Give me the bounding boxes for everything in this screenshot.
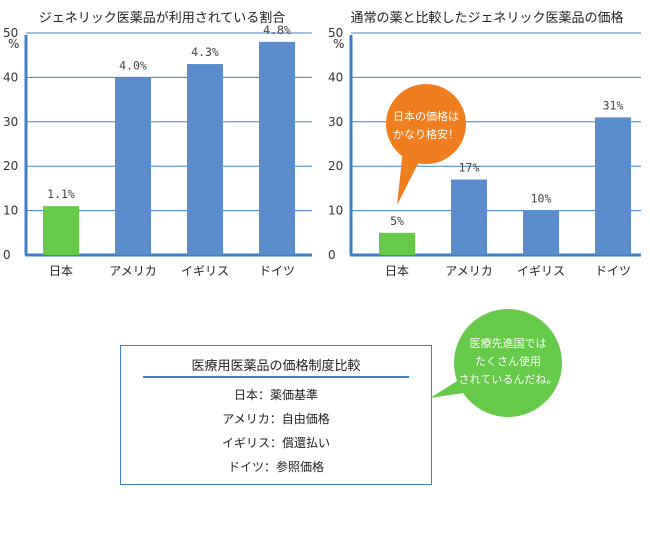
bar-value-label: 10%	[531, 192, 552, 206]
price-system-row-germany: ドイツ：参照価格	[227, 460, 324, 474]
x-category-label: ドイツ	[595, 264, 631, 278]
y-tick-label: 0	[3, 248, 11, 262]
y-tick-label: 10	[328, 204, 343, 218]
y-tick-label: 50	[328, 26, 343, 40]
x-category-label: イギリス	[517, 264, 565, 278]
chart-generic-price-ratio: 通常の薬と比較したジェネリック医薬品の価格% 0 10 20 30 40 50 5% 日本 17%…	[328, 10, 641, 278]
bar	[115, 77, 151, 256]
y-tick-label: 10	[3, 204, 18, 218]
x-category-label: アメリカ	[109, 264, 156, 278]
callout-text-line: 日本の価格は	[393, 109, 459, 123]
x-category-label: アメリカ	[445, 264, 492, 278]
price-system-row-usa: アメリカ：自由価格	[222, 412, 330, 426]
bar-value-label: 17%	[459, 161, 480, 175]
bar	[259, 41, 295, 255]
note-bubble-circle	[454, 309, 562, 417]
price-system-row-uk: イギリス：償還払い	[221, 436, 330, 450]
y-tick-label: 20	[328, 159, 343, 173]
note-bubble-line-2: たくさん使用	[475, 355, 541, 368]
price-system-row-japan: 日本：薬価基準	[233, 388, 318, 402]
bar	[43, 206, 79, 255]
bar	[379, 232, 415, 255]
bar-value-label: 31%	[603, 98, 624, 112]
y-unit-label: %	[8, 37, 19, 51]
bar-value-label: 5%	[390, 214, 404, 228]
y-tick-label: 40	[3, 70, 18, 84]
price-system-table: 医療用医薬品の価格制度比較 日本：薬価基準 アメリカ：自由価格 イギリス：償還払…	[120, 345, 432, 485]
bar-value-label: 4.0%	[119, 58, 147, 72]
bar	[451, 179, 487, 255]
bar-value-label: 4.3%	[191, 45, 219, 59]
bar-value-label: 4.8%	[263, 23, 291, 37]
y-tick-label: 50	[3, 26, 18, 40]
x-category-label: 日本	[49, 264, 73, 278]
chart-title: 通常の薬と比較したジェネリック医薬品の価格	[350, 10, 623, 26]
bar-value-label: 1.1%	[47, 187, 75, 201]
chart-generic-usage-share: ジェネリック医薬品が利用されている割合% 0 10 20 30 40 50 1.1% 日本 4.0…	[3, 10, 312, 278]
bar	[595, 117, 631, 255]
price-system-table-title: 医療用医薬品の価格制度比較	[191, 359, 361, 374]
callout-text-line: かなり格安！	[393, 127, 459, 141]
callout-tail	[397, 150, 423, 205]
bar	[523, 210, 559, 255]
x-category-label: ドイツ	[259, 264, 295, 278]
note-bubble-line-3: されているんだね。	[459, 373, 558, 386]
chart-title: ジェネリック医薬品が利用されている割合	[39, 10, 286, 26]
y-tick-label: 20	[3, 159, 18, 173]
x-category-label: 日本	[385, 264, 409, 278]
price-system-table-divider	[143, 376, 409, 378]
y-tick-label: 30	[3, 115, 18, 129]
bar	[187, 64, 223, 255]
y-tick-label: 30	[328, 115, 343, 129]
note-bubble-line-1: 医療先進国では	[470, 336, 547, 350]
y-tick-label: 0	[328, 248, 336, 262]
y-unit-label: %	[333, 37, 344, 51]
callout-circle	[386, 84, 466, 164]
x-category-label: イギリス	[181, 264, 229, 278]
y-tick-label: 40	[328, 70, 343, 84]
